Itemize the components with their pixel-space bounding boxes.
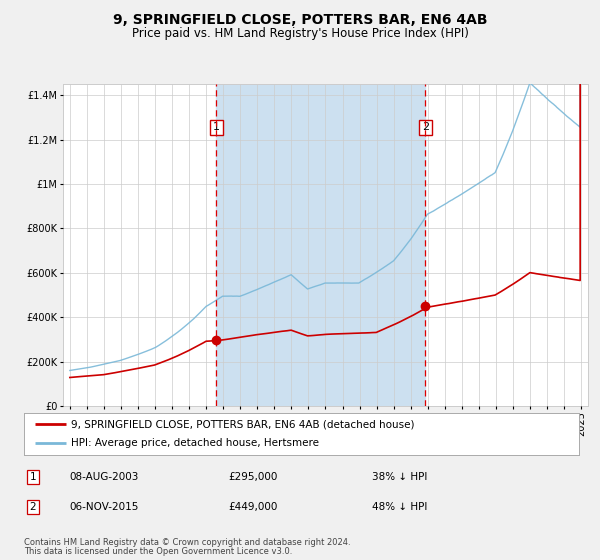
Text: 9, SPRINGFIELD CLOSE, POTTERS BAR, EN6 4AB (detached house): 9, SPRINGFIELD CLOSE, POTTERS BAR, EN6 4… xyxy=(71,419,415,429)
Text: 9, SPRINGFIELD CLOSE, POTTERS BAR, EN6 4AB: 9, SPRINGFIELD CLOSE, POTTERS BAR, EN6 4… xyxy=(113,13,487,27)
Bar xyxy=(217,84,425,406)
Text: 1: 1 xyxy=(213,123,220,133)
Text: £449,000: £449,000 xyxy=(228,502,277,512)
Text: 2: 2 xyxy=(422,123,429,133)
Text: 48% ↓ HPI: 48% ↓ HPI xyxy=(372,502,427,512)
Text: 06-NOV-2015: 06-NOV-2015 xyxy=(69,502,139,512)
Text: Contains HM Land Registry data © Crown copyright and database right 2024.: Contains HM Land Registry data © Crown c… xyxy=(24,538,350,547)
Text: 1: 1 xyxy=(29,472,37,482)
Text: £295,000: £295,000 xyxy=(228,472,277,482)
Text: This data is licensed under the Open Government Licence v3.0.: This data is licensed under the Open Gov… xyxy=(24,547,292,556)
Text: HPI: Average price, detached house, Hertsmere: HPI: Average price, detached house, Hert… xyxy=(71,438,319,449)
Text: 2: 2 xyxy=(29,502,37,512)
Text: Price paid vs. HM Land Registry's House Price Index (HPI): Price paid vs. HM Land Registry's House … xyxy=(131,27,469,40)
Text: 38% ↓ HPI: 38% ↓ HPI xyxy=(372,472,427,482)
Text: 08-AUG-2003: 08-AUG-2003 xyxy=(69,472,139,482)
